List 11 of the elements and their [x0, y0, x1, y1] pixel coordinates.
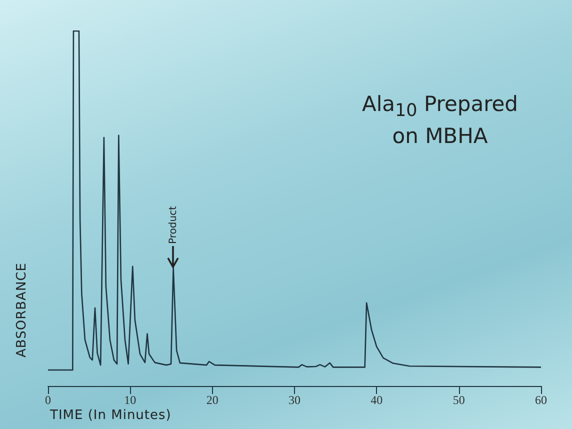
annotation: Product [168, 206, 179, 244]
x-tick-label: 60 [535, 393, 547, 407]
text: Ala$_{10}$ Prepared on MBHA [360, 92, 520, 150]
x-tick-label: 30 [288, 393, 300, 407]
x-tick-label: 50 [452, 393, 465, 407]
x-tick-label: 10 [124, 393, 136, 407]
x-tick-label: 40 [370, 393, 383, 407]
y-axis-title: ABSORBANCE [14, 262, 30, 358]
x-tick-label: 0 [45, 393, 51, 407]
x-tick-label: 20 [206, 393, 218, 407]
x-axis-title: TIME (In Minutes) [50, 408, 172, 423]
